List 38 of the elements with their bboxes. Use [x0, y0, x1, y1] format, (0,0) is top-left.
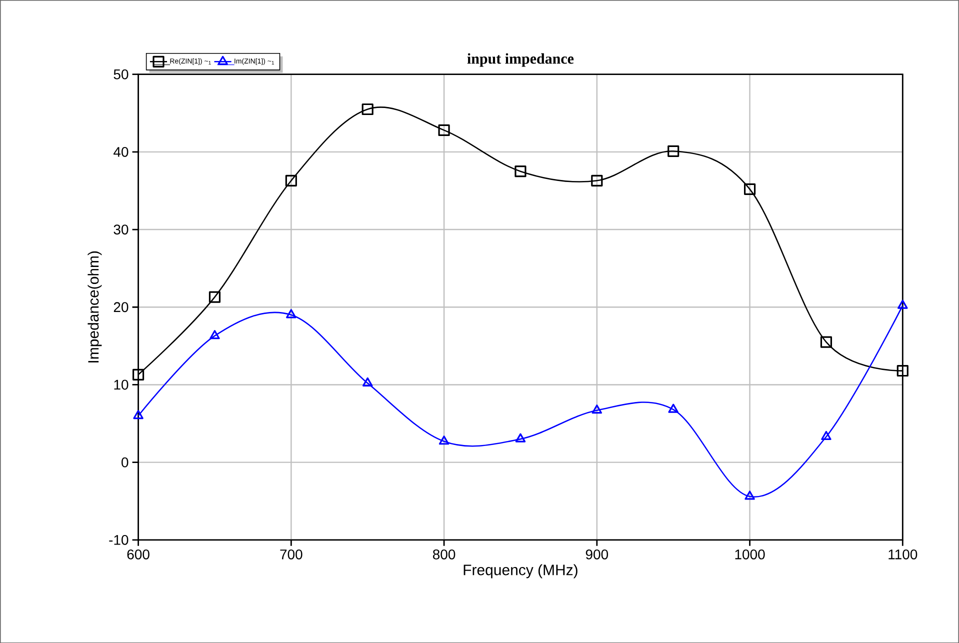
point [133, 410, 144, 419]
x-tick-label: 800 [432, 549, 456, 560]
point [285, 174, 297, 186]
x-axis-title: Frequency (MHz) [464, 564, 578, 578]
point [438, 124, 450, 136]
point [744, 490, 755, 500]
point [821, 430, 832, 440]
x-tick-label: 1100 [888, 549, 918, 560]
point [438, 435, 450, 445]
y-tick-label: 10 [114, 380, 128, 390]
point [591, 174, 603, 186]
point [898, 300, 908, 309]
y-tick-label: -10 [109, 534, 128, 545]
point [286, 308, 296, 318]
y-tick-label: 30 [114, 224, 128, 234]
y-tick-label: 0 [122, 457, 128, 468]
point [592, 404, 602, 414]
point [515, 433, 526, 442]
point [820, 336, 832, 348]
point [362, 377, 373, 386]
point [132, 368, 144, 380]
point [744, 183, 756, 195]
x-tick-label: 600 [127, 549, 150, 560]
x-tick-label: 900 [586, 549, 608, 560]
x-tick-label: 700 [280, 549, 302, 560]
chart-title: input impedance [467, 53, 574, 67]
point [514, 165, 526, 177]
x-tick-label: 1000 [735, 549, 765, 560]
y-tick-label: 40 [114, 146, 128, 157]
y-tick-label: 50 [114, 69, 128, 80]
point [210, 330, 220, 340]
y-tick-label: 20 [114, 302, 128, 312]
point [896, 364, 908, 376]
point [668, 404, 678, 413]
point [208, 291, 221, 303]
point [362, 103, 374, 115]
y-axis-title: Impedance(ohm) [88, 251, 102, 362]
point [668, 145, 680, 157]
